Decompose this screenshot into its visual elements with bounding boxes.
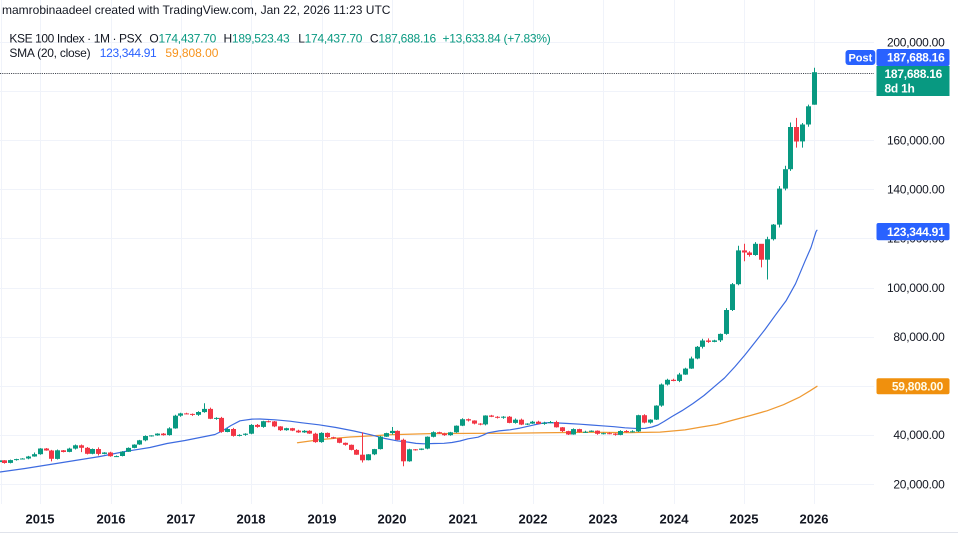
svg-text:59,808.00: 59,808.00 (165, 46, 218, 60)
svg-text:187,688.16: 187,688.16 (887, 51, 945, 65)
svg-text:KSE 100 Index · 1M · PSX: KSE 100 Index · 1M · PSX (9, 31, 142, 45)
svg-text:2024: 2024 (660, 512, 690, 527)
svg-text:20,000.00: 20,000.00 (893, 477, 945, 491)
svg-text:100,000.00: 100,000.00 (887, 281, 945, 295)
svg-text:80,000.00: 80,000.00 (893, 330, 945, 344)
svg-text:2023: 2023 (589, 512, 618, 527)
svg-text:123,344.91: 123,344.91 (100, 46, 157, 60)
svg-text:O174,437.70: O174,437.70 (149, 31, 216, 45)
svg-text:C187,688.16: C187,688.16 (370, 31, 437, 45)
svg-text:160,000.00: 160,000.00 (887, 134, 945, 148)
svg-text:+13,633.84 (+7.83%): +13,633.84 (+7.83%) (443, 31, 551, 45)
svg-text:H189,523.43: H189,523.43 (224, 31, 291, 45)
svg-text:187,688.16: 187,688.16 (885, 67, 943, 81)
svg-text:2020: 2020 (378, 512, 407, 527)
svg-text:2021: 2021 (449, 512, 478, 527)
svg-text:2015: 2015 (26, 512, 55, 527)
svg-text:2016: 2016 (97, 512, 126, 527)
svg-text:Post: Post (848, 52, 872, 64)
svg-text:2017: 2017 (167, 512, 196, 527)
svg-text:2025: 2025 (730, 512, 759, 527)
svg-text:140,000.00: 140,000.00 (887, 183, 945, 197)
svg-text:59,808.00: 59,808.00 (892, 380, 944, 394)
svg-text:2026: 2026 (800, 512, 829, 527)
svg-text:123,344.91: 123,344.91 (887, 225, 945, 239)
svg-text:8d 1h: 8d 1h (885, 81, 915, 95)
svg-text:2022: 2022 (519, 512, 548, 527)
svg-text:mamrobinaadeel created with Tr: mamrobinaadeel created with TradingView.… (2, 3, 391, 17)
svg-text:200,000.00: 200,000.00 (887, 35, 945, 49)
svg-text:2019: 2019 (308, 512, 337, 527)
svg-text:L174,437.70: L174,437.70 (298, 31, 363, 45)
svg-text:2018: 2018 (237, 512, 266, 527)
svg-text:SMA (20, close): SMA (20, close) (9, 46, 90, 60)
svg-text:40,000.00: 40,000.00 (893, 428, 945, 442)
